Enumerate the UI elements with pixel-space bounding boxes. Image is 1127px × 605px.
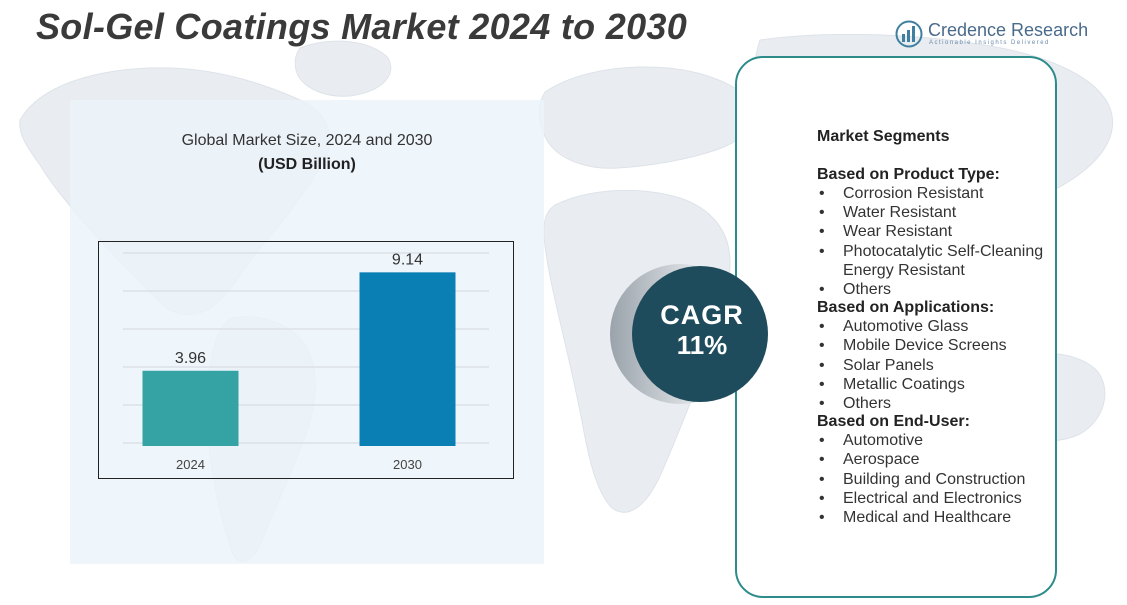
- segment-group-title: Based on Applications:: [817, 299, 995, 317]
- segment-group-title: Based on Product Type:: [817, 166, 1000, 183]
- bullet-icon: •: [819, 451, 825, 469]
- bar-value-label: 9.14: [392, 251, 423, 268]
- segment-item-label: Wear Resistant: [843, 223, 953, 241]
- bar-chart-frame: 3.96 2024 9.14 2030: [98, 241, 514, 479]
- segment-item-label: Building and Construction: [843, 470, 1026, 488]
- segment-item-label: Electrical and Electronics: [843, 489, 1022, 507]
- segment-item: • Mobile Device Screens: [817, 336, 1053, 355]
- market-segments-panel: Market Segments Based on Product Type: • C…: [735, 56, 1057, 598]
- bullet-icon: •: [819, 204, 825, 222]
- cagr-ring-shape: [610, 264, 768, 404]
- bullet-icon: •: [819, 242, 825, 260]
- bar-2030: [359, 272, 456, 446]
- bullet-icon: •: [819, 395, 825, 413]
- logo-bar-chart-icon: [895, 20, 923, 48]
- segment-item: • Wear Resistant: [817, 222, 1053, 241]
- bullet-icon: •: [819, 470, 825, 488]
- segment-group-title: Based on End-User:: [817, 413, 970, 431]
- segment-item-label: Aerospace: [843, 451, 920, 469]
- segment-item: • Automotive Glass: [817, 317, 1053, 336]
- segments-title: Market Segments: [817, 128, 950, 145]
- bullet-icon: •: [819, 223, 825, 241]
- map-greenland: [294, 40, 392, 97]
- segment-item: • Building and Construction: [817, 470, 1053, 489]
- segment-item: • Others: [817, 280, 1053, 299]
- bullet-icon: •: [819, 509, 825, 527]
- cagr-badge: CAGR 11%: [596, 260, 776, 408]
- bullet-icon: •: [819, 337, 825, 355]
- chart-heading: Global Market Size, 2024 and 2030: [181, 132, 433, 149]
- bullet-icon: •: [819, 489, 825, 507]
- credence-research-logo: Credence Research Actionable Insights De…: [895, 20, 1095, 52]
- segment-item: • Water Resistant: [817, 203, 1053, 222]
- bullet-icon: •: [819, 375, 825, 393]
- bar-value-label: 3.96: [175, 350, 206, 367]
- bullet-icon: •: [819, 356, 825, 374]
- bar-chart: 3.96 2024 9.14 2030: [123, 251, 489, 472]
- segment-item-label: Photocatalytic Self-Cleaning Energy Resi…: [843, 242, 1044, 279]
- segment-item: • Aerospace: [817, 450, 1053, 469]
- category-label: 2024: [176, 457, 205, 472]
- bullet-icon: •: [819, 185, 825, 202]
- segment-item-label: Solar Panels: [843, 356, 934, 374]
- category-label: 2030: [393, 457, 422, 472]
- bullet-icon: •: [819, 432, 825, 450]
- segment-item-label: Automotive Glass: [843, 318, 969, 336]
- segment-item-label: Water Resistant: [843, 204, 957, 222]
- page-title: Sol-Gel Coatings Market 2024 to 2030: [36, 6, 688, 47]
- segment-item-label: Mobile Device Screens: [843, 337, 1007, 355]
- segment-item-label: Corrosion Resistant: [843, 185, 984, 202]
- cagr-label: CAGR: [660, 300, 744, 330]
- segment-item: • Medical and Healthcare: [817, 508, 1053, 527]
- segment-item: • Solar Panels: [817, 356, 1053, 375]
- logo-name: Credence Research: [928, 20, 1089, 40]
- segment-item: • Corrosion Resistant: [817, 184, 1053, 203]
- market-size-chart-panel: Global Market Size, 2024 and 2030 (USD B…: [70, 100, 544, 564]
- bullet-icon: •: [819, 318, 825, 336]
- segments-list: Based on Product Type: • Corrosion Resista…: [817, 166, 1053, 527]
- bullet-icon: •: [819, 281, 825, 299]
- segment-item-label: Others: [843, 395, 892, 413]
- chart-unit: (USD Billion): [258, 156, 356, 173]
- segment-item: • Metallic Coatings: [817, 375, 1053, 394]
- segment-item-label: Medical and Healthcare: [843, 509, 1012, 527]
- bar-2024: [142, 370, 239, 446]
- logo-tagline: Actionable Insights Delivered: [929, 40, 1050, 46]
- segment-item-label: Metallic Coatings: [843, 375, 965, 393]
- segment-item: • Others: [817, 394, 1053, 413]
- segment-item-label: Others: [843, 281, 892, 299]
- map-europe: [538, 66, 755, 169]
- segment-item: • Electrical and Electronics: [817, 489, 1053, 508]
- cagr-text: CAGR 11%: [634, 300, 770, 360]
- cagr-disc: [632, 266, 768, 402]
- segment-item: • Automotive: [817, 431, 1053, 450]
- segment-item-label: Automotive: [843, 432, 924, 450]
- cagr-value: 11%: [676, 330, 728, 360]
- segment-item: • Photocatalytic Self-Cleaning Energy Res…: [817, 242, 1053, 280]
